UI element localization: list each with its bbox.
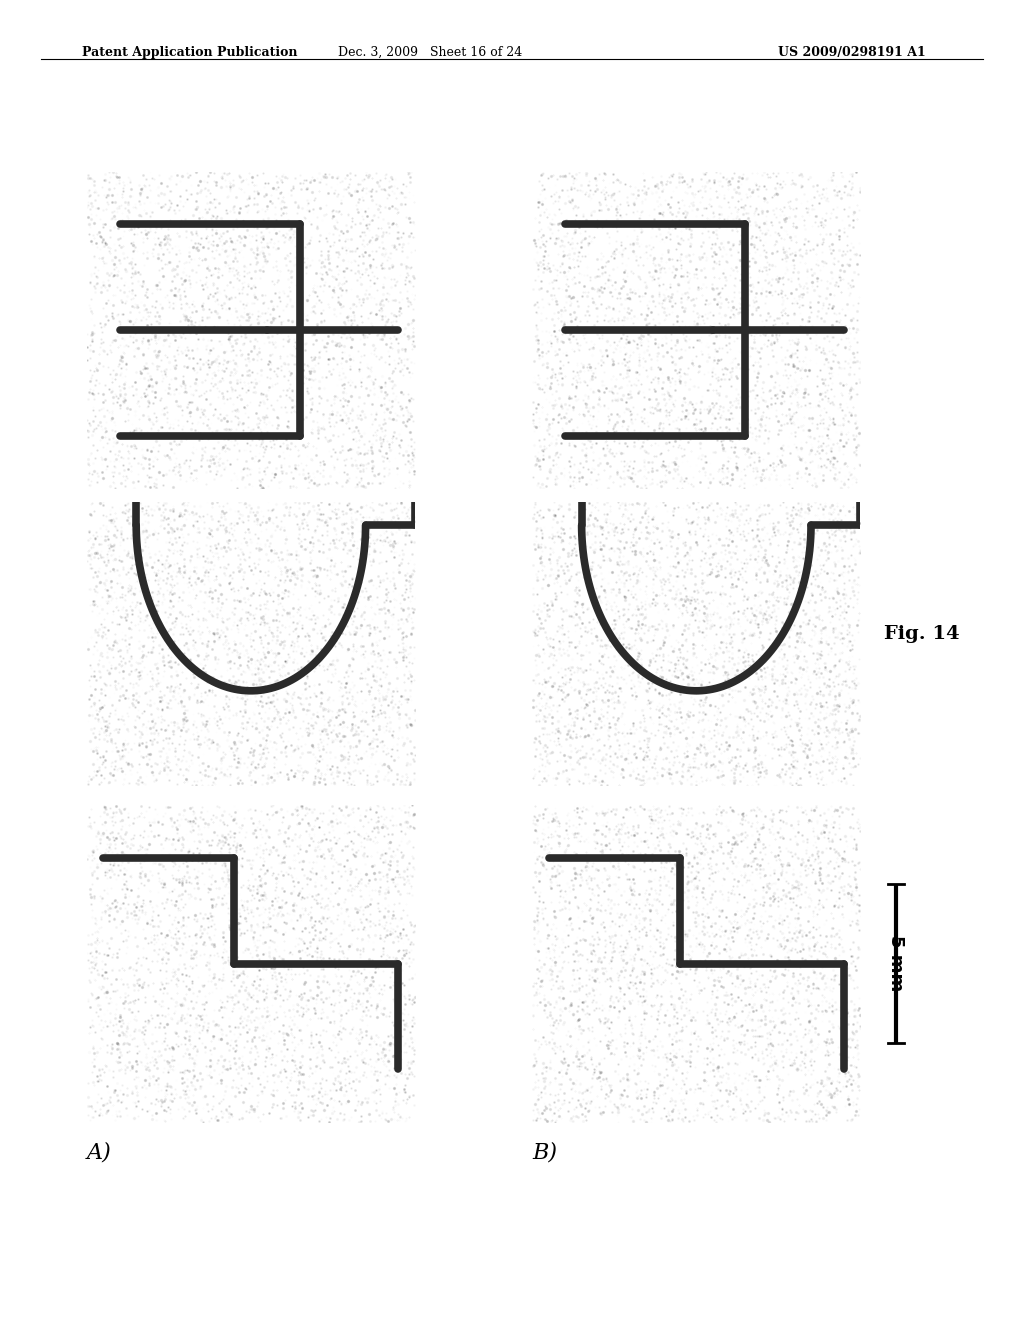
Text: B): B) <box>532 1142 557 1164</box>
Text: US 2009/0298191 A1: US 2009/0298191 A1 <box>778 46 926 59</box>
Text: 5 mm: 5 mm <box>887 936 905 991</box>
Text: Fig. 14: Fig. 14 <box>884 624 959 643</box>
Text: Dec. 3, 2009   Sheet 16 of 24: Dec. 3, 2009 Sheet 16 of 24 <box>338 46 522 59</box>
Text: Patent Application Publication: Patent Application Publication <box>82 46 297 59</box>
Text: A): A) <box>87 1142 112 1164</box>
